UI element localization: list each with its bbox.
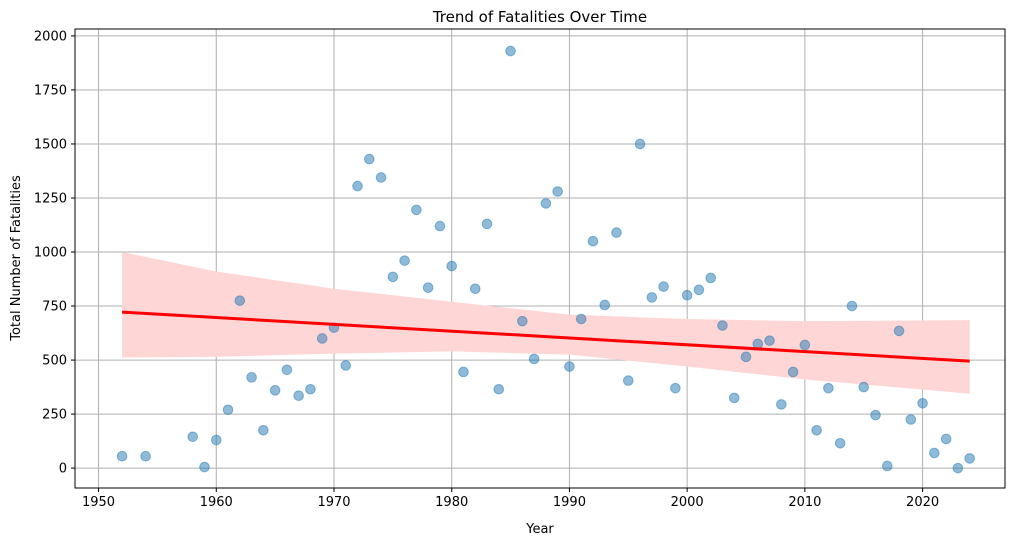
data-point bbox=[552, 186, 563, 197]
data-point bbox=[764, 335, 775, 346]
data-point bbox=[528, 353, 540, 365]
data-point bbox=[693, 284, 705, 296]
data-point bbox=[116, 450, 128, 462]
data-point bbox=[799, 339, 811, 351]
data-point bbox=[587, 235, 599, 247]
data-point bbox=[140, 450, 151, 462]
data-point bbox=[811, 425, 822, 436]
data-point bbox=[681, 289, 693, 301]
x-tick-label: 1950 bbox=[82, 495, 115, 510]
data-point bbox=[293, 390, 304, 402]
confidence-band bbox=[122, 252, 970, 394]
data-point bbox=[269, 385, 281, 396]
data-point bbox=[458, 366, 469, 378]
data-point bbox=[646, 292, 658, 303]
data-point bbox=[364, 153, 375, 165]
data-point bbox=[375, 172, 387, 183]
y-tick-label: 750 bbox=[42, 300, 67, 315]
y-tick-label: 0 bbox=[59, 462, 67, 477]
data-points bbox=[116, 45, 975, 474]
data-point bbox=[952, 462, 964, 474]
data-point bbox=[481, 218, 493, 230]
x-tick-label: 2000 bbox=[671, 495, 704, 510]
data-point bbox=[858, 381, 870, 393]
data-point bbox=[658, 281, 669, 292]
data-point bbox=[493, 383, 505, 395]
data-point bbox=[199, 461, 210, 473]
data-point bbox=[599, 299, 611, 311]
data-point bbox=[846, 300, 858, 312]
x-tick-label: 1990 bbox=[553, 495, 586, 510]
data-point bbox=[575, 313, 587, 325]
data-point bbox=[634, 138, 646, 150]
data-point bbox=[281, 364, 293, 376]
data-point bbox=[434, 220, 446, 232]
y-tick-label: 1250 bbox=[34, 191, 67, 206]
data-point bbox=[340, 360, 352, 371]
x-tick-label: 1980 bbox=[435, 495, 468, 510]
x-axis-title: Year bbox=[525, 522, 554, 537]
data-point bbox=[187, 431, 199, 443]
y-axis-title: Total Number of Fatalities bbox=[9, 175, 24, 342]
data-point bbox=[929, 447, 940, 459]
data-point bbox=[352, 180, 363, 192]
chart-title: Trend of Fatalities Over Time bbox=[432, 8, 647, 26]
data-point bbox=[446, 260, 458, 272]
data-point bbox=[834, 437, 846, 449]
data-point bbox=[870, 409, 881, 421]
data-point bbox=[469, 283, 481, 295]
y-tick-label: 250 bbox=[42, 408, 67, 423]
data-point bbox=[728, 392, 740, 404]
data-point bbox=[940, 433, 952, 445]
y-tick-label: 1000 bbox=[34, 246, 67, 261]
y-tick-label: 1750 bbox=[34, 83, 67, 98]
y-tick-label: 2000 bbox=[34, 29, 67, 44]
y-tick-label: 500 bbox=[42, 354, 67, 369]
data-point bbox=[881, 460, 893, 472]
plot-frame bbox=[74, 28, 1006, 489]
data-point bbox=[740, 351, 752, 363]
data-point bbox=[611, 227, 622, 238]
data-point bbox=[505, 45, 516, 57]
data-point bbox=[564, 361, 575, 372]
data-point bbox=[893, 325, 905, 337]
data-point bbox=[234, 295, 246, 306]
x-tick-label: 1960 bbox=[200, 495, 233, 510]
grid bbox=[75, 29, 1005, 488]
data-point bbox=[258, 425, 269, 436]
data-point bbox=[305, 383, 316, 395]
x-tick-label: 2010 bbox=[788, 495, 821, 510]
data-point bbox=[917, 397, 928, 409]
data-point bbox=[316, 333, 328, 344]
data-point bbox=[222, 404, 234, 416]
data-point bbox=[905, 414, 917, 425]
data-point bbox=[787, 366, 799, 378]
data-point bbox=[964, 453, 975, 464]
data-point bbox=[387, 271, 399, 283]
y-tick-label: 1500 bbox=[34, 137, 67, 152]
data-point bbox=[210, 434, 222, 446]
data-point bbox=[517, 315, 528, 327]
data-point bbox=[399, 255, 410, 266]
data-point bbox=[246, 372, 257, 383]
data-point bbox=[823, 382, 834, 394]
data-point bbox=[411, 204, 422, 216]
data-point bbox=[622, 375, 634, 386]
data-point bbox=[422, 282, 434, 293]
regression-line bbox=[122, 310, 970, 363]
data-point bbox=[776, 399, 787, 410]
data-point bbox=[717, 320, 728, 331]
data-point bbox=[670, 382, 681, 394]
x-tick-label: 1970 bbox=[317, 495, 350, 510]
data-point bbox=[540, 198, 552, 209]
data-point bbox=[705, 272, 716, 284]
x-tick-label: 2020 bbox=[906, 495, 939, 510]
axis-ticks: 1950 1960 1970 1980 1990 2000 2010 2020 0 250 500 7… bbox=[34, 29, 939, 510]
